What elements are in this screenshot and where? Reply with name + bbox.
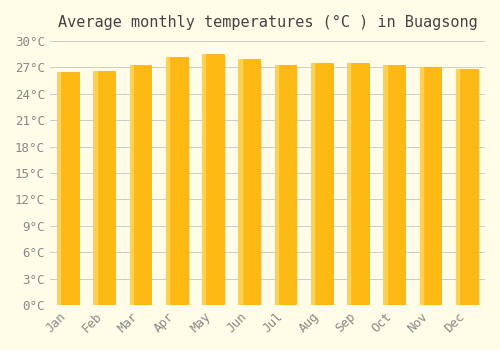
- Bar: [274, 65, 296, 305]
- Bar: [384, 65, 405, 305]
- Bar: [347, 63, 369, 305]
- Bar: [456, 69, 477, 305]
- Bar: [311, 63, 332, 305]
- Bar: [202, 54, 224, 305]
- Bar: [420, 67, 423, 305]
- Bar: [94, 71, 96, 305]
- Bar: [166, 57, 188, 305]
- Title: Average monthly temperatures (°C ) in Buagsong: Average monthly temperatures (°C ) in Bu…: [58, 15, 478, 30]
- Bar: [347, 63, 350, 305]
- Bar: [57, 72, 79, 305]
- Bar: [130, 65, 133, 305]
- Bar: [274, 65, 278, 305]
- Bar: [456, 69, 460, 305]
- Bar: [130, 65, 152, 305]
- Bar: [311, 63, 314, 305]
- Bar: [57, 72, 60, 305]
- Bar: [166, 57, 169, 305]
- Bar: [238, 58, 242, 305]
- Bar: [384, 65, 386, 305]
- Bar: [238, 58, 260, 305]
- Bar: [202, 54, 205, 305]
- Bar: [94, 71, 115, 305]
- Bar: [420, 67, 442, 305]
